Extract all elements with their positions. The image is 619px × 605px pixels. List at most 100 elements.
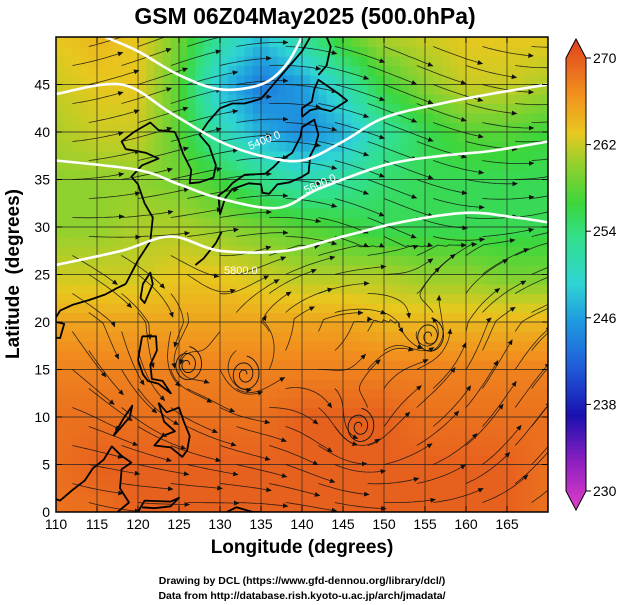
streamline bbox=[334, 464, 387, 474]
colorbar-tick-label: 238 bbox=[593, 396, 617, 412]
field-cell bbox=[129, 284, 139, 295]
streamline bbox=[318, 280, 370, 294]
field-cell bbox=[187, 255, 196, 266]
field-cell bbox=[490, 179, 500, 190]
field-cell bbox=[162, 417, 172, 428]
field-cell bbox=[433, 369, 442, 380]
field-cell bbox=[154, 303, 164, 314]
field-cell bbox=[334, 236, 344, 247]
field-cell bbox=[441, 455, 451, 466]
field-cell bbox=[498, 160, 508, 171]
field-cell bbox=[56, 483, 65, 494]
field-cell bbox=[384, 436, 393, 447]
streamline bbox=[269, 216, 322, 224]
field-cell bbox=[400, 56, 410, 67]
x-tick-label: 155 bbox=[413, 516, 437, 532]
field-cell bbox=[425, 360, 434, 371]
field-cell bbox=[539, 198, 548, 209]
field-cell bbox=[408, 502, 418, 512]
field-cell bbox=[220, 37, 229, 48]
field-cell bbox=[195, 227, 205, 238]
field-cell bbox=[72, 455, 82, 466]
streamline bbox=[531, 445, 548, 465]
field-cell bbox=[482, 113, 492, 124]
field-cell bbox=[408, 217, 418, 228]
field-cell bbox=[211, 208, 221, 219]
field-cell bbox=[195, 198, 205, 209]
field-cell bbox=[277, 284, 287, 295]
field-cell bbox=[375, 75, 385, 86]
field-cell bbox=[228, 293, 237, 304]
field-cell bbox=[170, 208, 180, 219]
field-cell bbox=[408, 322, 418, 333]
streamline bbox=[236, 154, 289, 161]
field-cell bbox=[121, 293, 131, 304]
field-cell bbox=[236, 113, 246, 124]
field-cell bbox=[203, 170, 213, 181]
field-cell bbox=[154, 122, 164, 133]
field-cell bbox=[539, 113, 548, 124]
streamline bbox=[187, 37, 223, 47]
field-cell bbox=[80, 198, 90, 209]
field-cell bbox=[195, 103, 205, 114]
field-cell bbox=[261, 341, 270, 352]
field-cell bbox=[236, 398, 246, 409]
field-cell bbox=[523, 56, 533, 67]
field-cell bbox=[466, 426, 475, 437]
field-cell bbox=[400, 46, 410, 57]
coastline bbox=[56, 445, 133, 512]
field-cell bbox=[146, 436, 155, 447]
field-cell bbox=[416, 407, 426, 418]
field-cell bbox=[416, 75, 426, 86]
field-cell bbox=[105, 151, 114, 162]
field-cell bbox=[220, 56, 229, 67]
field-cell bbox=[326, 255, 336, 266]
field-cell bbox=[384, 407, 393, 418]
field-cell bbox=[523, 322, 533, 333]
field-cell bbox=[203, 350, 213, 361]
field-cell bbox=[326, 483, 336, 494]
field-cell bbox=[236, 246, 246, 257]
field-cell bbox=[367, 208, 377, 219]
field-cell bbox=[277, 312, 287, 323]
field-cell bbox=[531, 303, 541, 314]
field-cell bbox=[474, 170, 483, 181]
field-cell bbox=[261, 426, 270, 437]
field-cell bbox=[203, 502, 213, 512]
field-cell bbox=[375, 360, 385, 371]
field-cell bbox=[326, 474, 336, 485]
field-cell bbox=[490, 388, 500, 399]
field-cell bbox=[64, 293, 73, 304]
field-cell bbox=[408, 122, 418, 133]
field-cell bbox=[203, 265, 213, 276]
field-cell bbox=[449, 217, 459, 228]
field-cell bbox=[466, 455, 475, 466]
streamline bbox=[416, 242, 467, 256]
field-cell bbox=[113, 455, 123, 466]
field-cell bbox=[343, 350, 352, 361]
field-cell bbox=[392, 303, 401, 314]
field-cell bbox=[220, 46, 229, 57]
field-cell bbox=[433, 502, 442, 512]
field-cell bbox=[121, 379, 131, 390]
field-cell bbox=[64, 426, 73, 437]
field-cell bbox=[425, 445, 434, 456]
field-cell bbox=[367, 217, 377, 228]
coastline bbox=[174, 37, 311, 185]
field-cell bbox=[408, 160, 418, 171]
field-cell bbox=[72, 284, 82, 295]
field-cell bbox=[293, 502, 303, 512]
field-cell bbox=[211, 426, 221, 437]
field-cell bbox=[384, 141, 393, 152]
field-cell bbox=[359, 170, 369, 181]
field-cell bbox=[441, 94, 451, 105]
streamline bbox=[137, 37, 167, 47]
field-cell bbox=[162, 170, 172, 181]
field-cell bbox=[220, 179, 229, 190]
field-cell bbox=[375, 227, 385, 238]
field-cell bbox=[326, 189, 336, 200]
field-cell bbox=[408, 445, 418, 456]
field-cell bbox=[187, 160, 196, 171]
field-cell bbox=[441, 474, 451, 485]
field-cell bbox=[515, 113, 524, 124]
